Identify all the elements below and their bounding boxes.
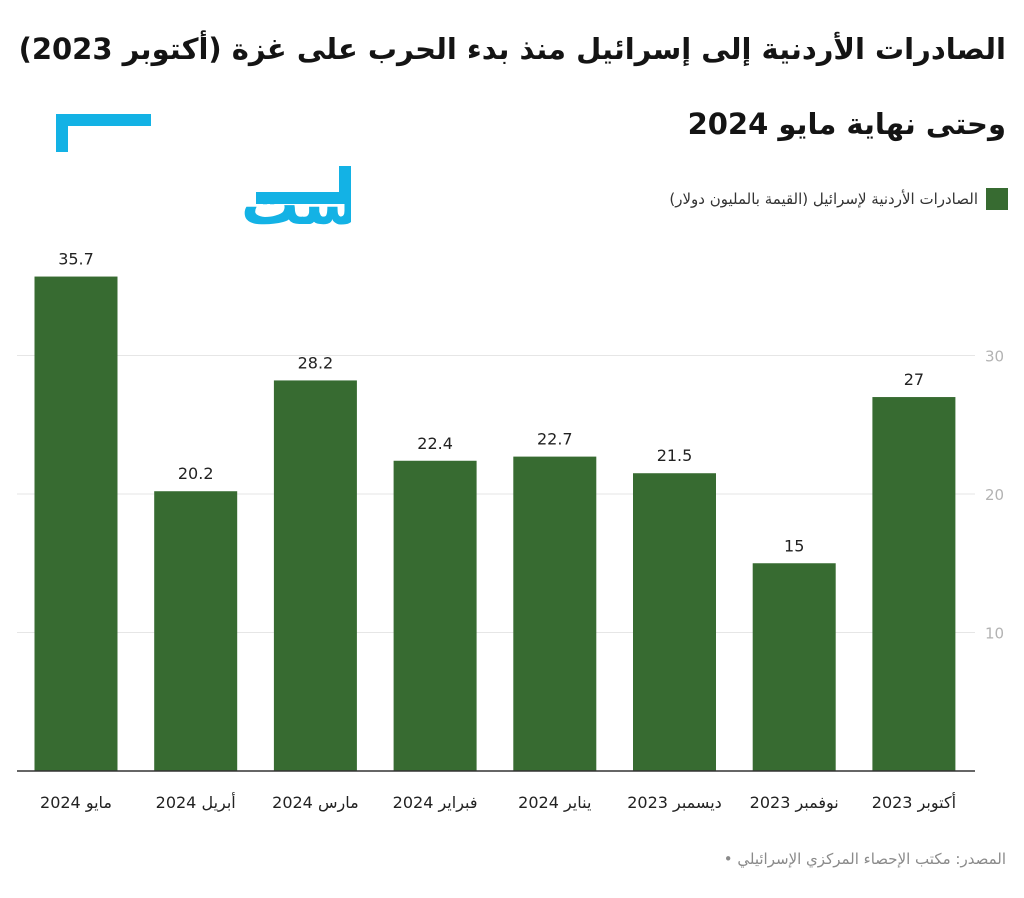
x-tick-label: مايو 2024 [40,793,112,813]
x-tick-label: أبريل 2024 [156,792,236,813]
bar-8 [872,397,956,771]
legend-label: الصادرات الأردنية لإسرائيل (القيمة بالمل… [669,190,978,208]
bar-5 [513,456,597,771]
logo-text-line-2: بوست [241,170,351,236]
x-tick-label: يناير 2024 [518,793,591,813]
x-tick-label: مارس 2024 [272,793,359,813]
source-note: المصدر: مكتب الإحصاء المركزي الإسرائيلي … [723,850,1006,868]
data-label: 35.7 [58,250,94,269]
y-tick-label: 30 [985,348,1004,366]
y-tick-label: 20 [985,486,1004,504]
legend-swatch [986,188,1008,210]
data-label: 22.7 [537,430,573,449]
x-tick-label: أكتوبر 2023 [872,792,956,813]
data-label: 20.2 [178,464,214,483]
bar-2 [154,491,238,771]
data-label: 21.5 [657,446,693,465]
chart-title-line-2: وحتى نهاية مايو 2024 [687,107,1006,141]
chart-title-line-1: الصادرات الأردنية إلى إسرائيل منذ بدء ال… [18,32,1006,66]
arabi-post-logo: عربي بوست [56,106,351,236]
data-label: 22.4 [417,434,453,453]
data-label: 28.2 [298,353,334,372]
bar-6 [633,473,716,771]
data-label: 27 [904,370,924,389]
logo-text-line-1: عربي [348,106,351,173]
y-tick-label: 10 [985,625,1004,643]
bar-7 [752,563,836,771]
x-tick-label: نوفمبر 2023 [750,793,839,813]
bar-4 [393,460,477,771]
x-tick-label: فبراير 2024 [393,793,478,813]
bar-1 [34,276,118,771]
x-tick-label: ديسمبر 2023 [627,793,722,813]
chart-legend: الصادرات الأردنية لإسرائيل (القيمة بالمل… [669,188,1008,210]
data-label: 15 [784,536,804,555]
bar-3 [273,380,357,771]
